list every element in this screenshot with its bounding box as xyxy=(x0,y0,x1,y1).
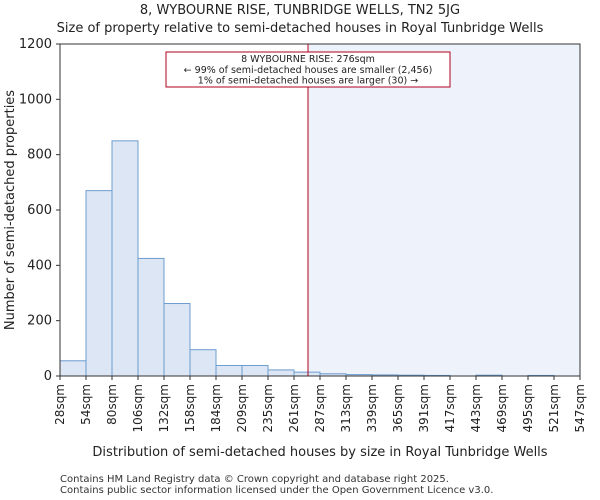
x-tick-label: 184sqm xyxy=(209,384,223,432)
bar xyxy=(189,349,217,377)
x-tick-label: 261sqm xyxy=(287,384,301,432)
bar xyxy=(137,257,165,377)
x-tick-label: 339sqm xyxy=(365,384,379,432)
bar xyxy=(85,190,113,377)
x-tick-label: 443sqm xyxy=(469,384,483,432)
y-tick-label: 1000 xyxy=(19,92,52,107)
x-tick-label: 132sqm xyxy=(157,384,171,432)
bar xyxy=(267,369,295,377)
x-tick-label: 495sqm xyxy=(521,384,535,432)
x-tick-label: 521sqm xyxy=(547,384,561,432)
annotation-line: ← 99% of semi-detached houses are smalle… xyxy=(184,65,433,76)
x-tick-label: 209sqm xyxy=(235,384,249,432)
footer-licence: Contains public sector information licen… xyxy=(60,485,494,496)
x-tick-label: 469sqm xyxy=(495,384,509,432)
bar xyxy=(241,364,269,377)
y-tick-label: 0 xyxy=(44,369,52,384)
x-axis-label: Distribution of semi-detached houses by … xyxy=(92,445,547,460)
annotation-title: 8 WYBOURNE RISE: 276sqm xyxy=(241,54,375,65)
x-tick-label: 287sqm xyxy=(313,384,327,432)
x-tick-label: 365sqm xyxy=(391,384,405,432)
x-tick-label: 235sqm xyxy=(261,384,275,432)
annotation-box xyxy=(165,51,451,88)
x-tick-label: 313sqm xyxy=(339,384,353,432)
bar xyxy=(59,360,87,377)
y-tick-label: 800 xyxy=(27,148,52,163)
highlight-region xyxy=(308,44,580,376)
x-tick-label: 28sqm xyxy=(53,384,67,425)
x-tick-label: 547sqm xyxy=(573,384,587,432)
bar xyxy=(163,303,191,377)
chart-subtitle: Size of property relative to semi-detach… xyxy=(56,21,544,36)
y-axis-label: Number of semi-detached properties xyxy=(3,90,18,330)
bar xyxy=(215,364,243,377)
y-tick-label: 400 xyxy=(27,258,52,273)
bar xyxy=(111,140,139,377)
x-tick-label: 391sqm xyxy=(417,384,431,432)
y-tick-label: 200 xyxy=(27,314,52,329)
x-tick-label: 417sqm xyxy=(443,384,457,432)
bar xyxy=(293,371,321,377)
y-tick-label: 1200 xyxy=(19,37,52,52)
x-tick-label: 80sqm xyxy=(105,384,119,425)
footer-copyright: Contains HM Land Registry data © Crown c… xyxy=(60,474,449,485)
x-tick-label: 54sqm xyxy=(79,384,93,425)
x-tick-label: 106sqm xyxy=(131,384,145,432)
chart-title: 8, WYBOURNE RISE, TUNBRIDGE WELLS, TN2 5… xyxy=(139,3,461,18)
x-tick-label: 158sqm xyxy=(183,384,197,432)
y-tick-label: 600 xyxy=(27,203,52,218)
annotation-line: 1% of semi-detached houses are larger (3… xyxy=(198,76,418,87)
